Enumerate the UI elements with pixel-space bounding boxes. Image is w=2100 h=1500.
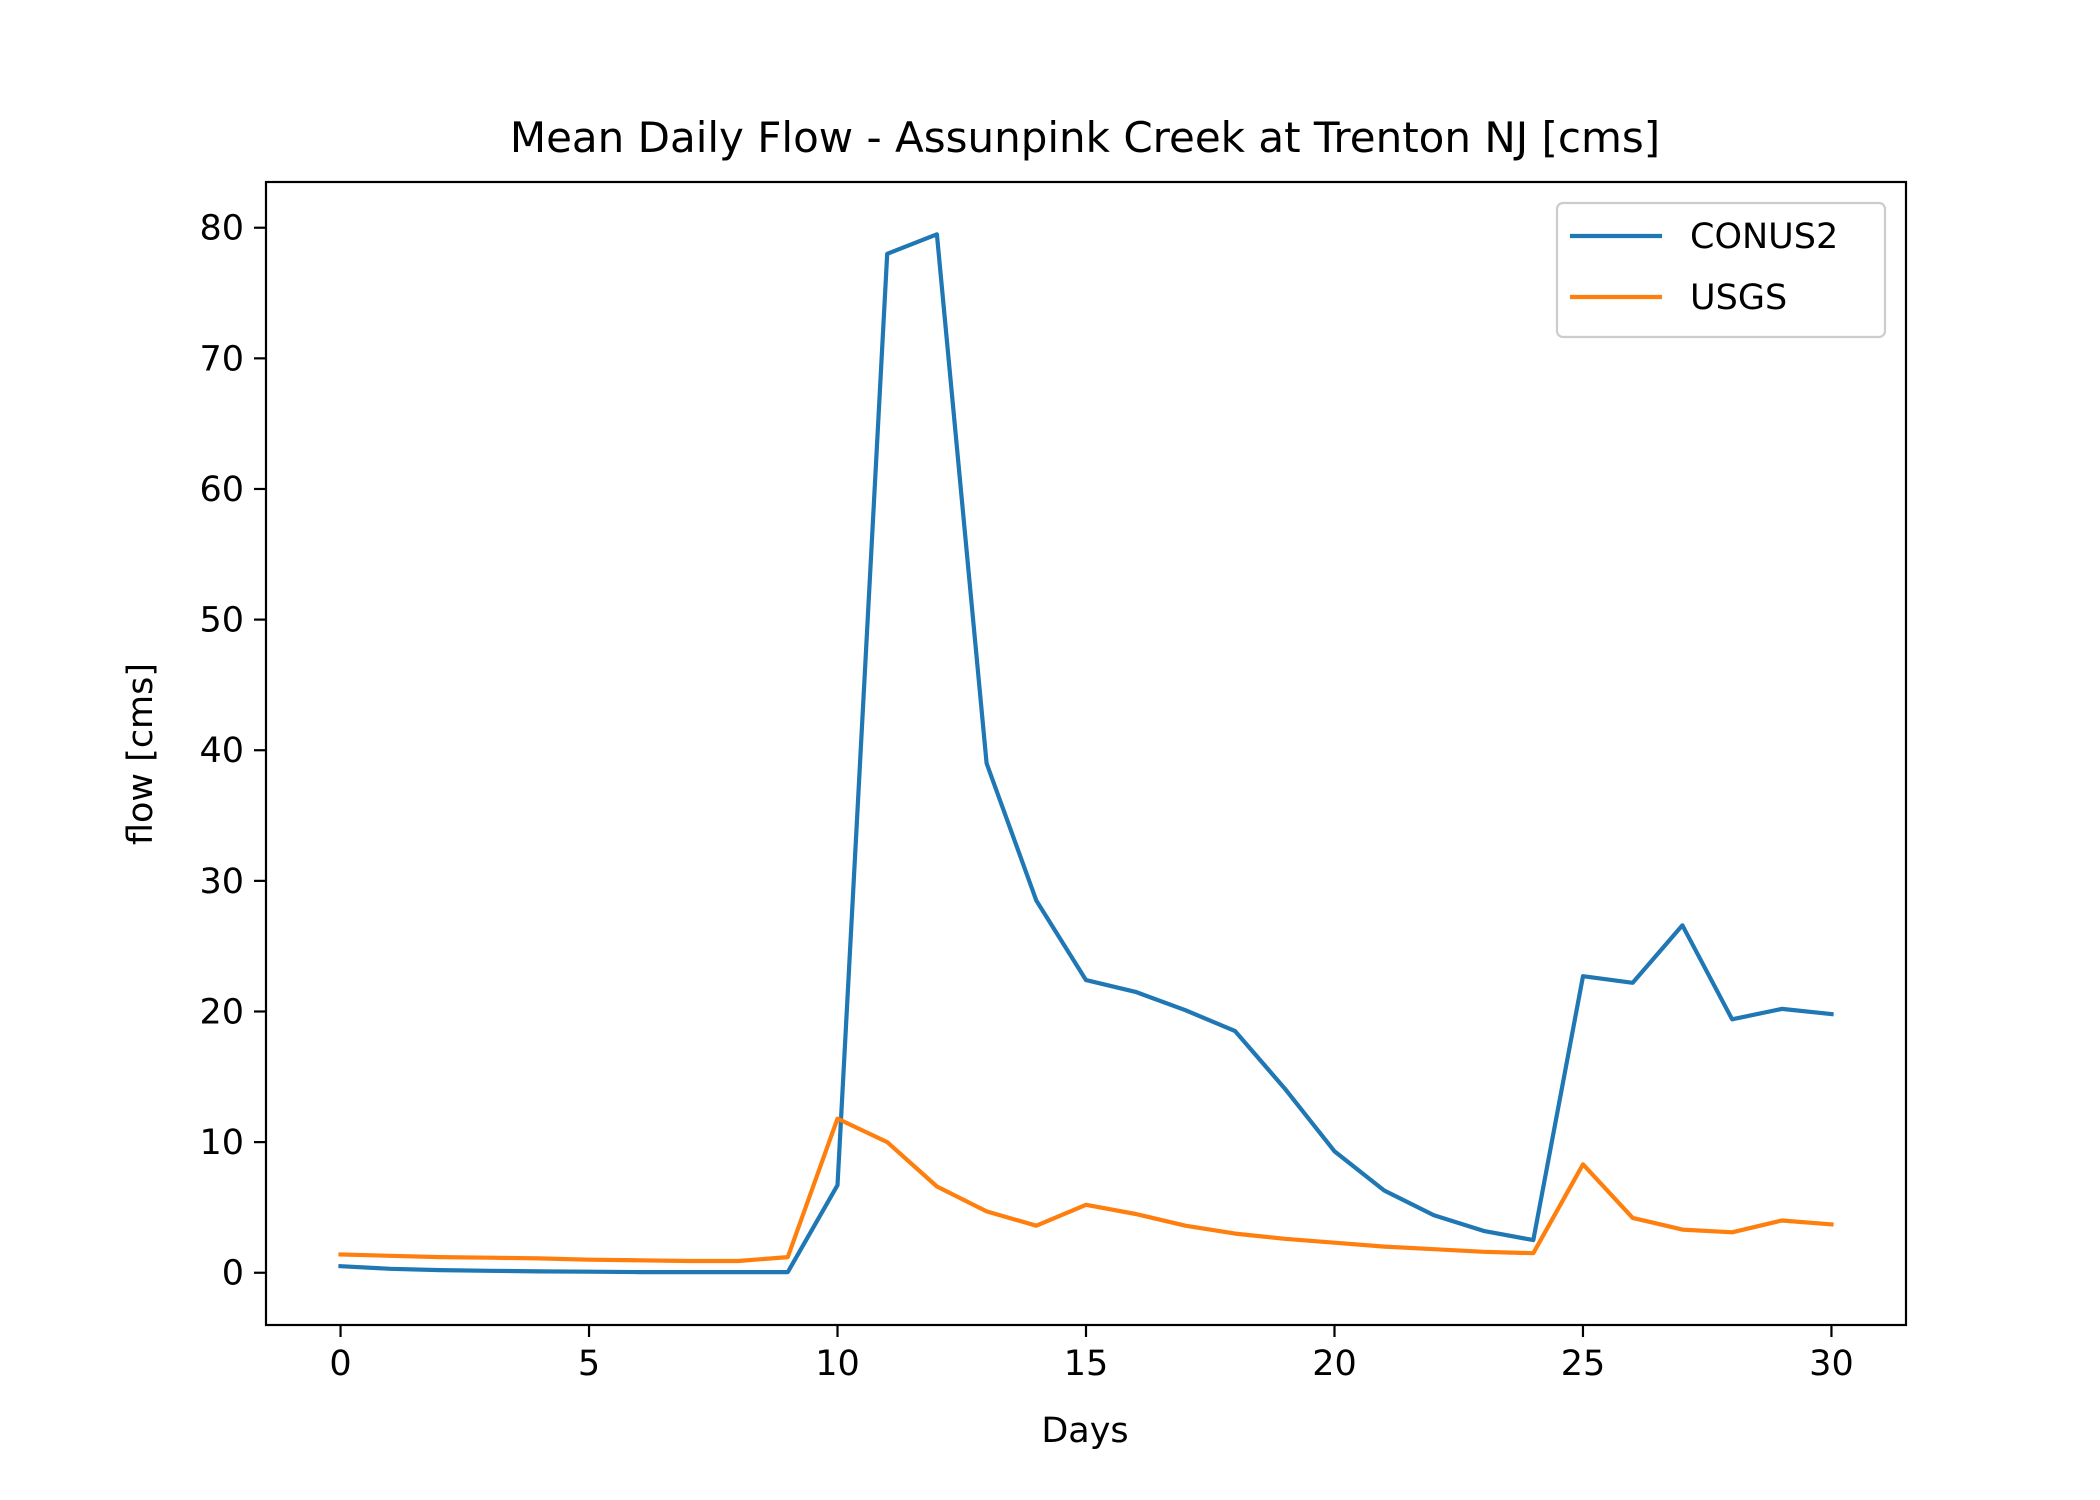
- y-tick-label: 50: [199, 601, 244, 641]
- x-tick-label: 10: [815, 1344, 860, 1384]
- y-tick-label: 40: [199, 731, 244, 771]
- series-lines: [338, 232, 1834, 1275]
- x-axis-label: Days: [1041, 1411, 1128, 1451]
- y-tick-label: 20: [199, 992, 244, 1032]
- plot-frame: [264, 180, 1908, 1327]
- y-tick-label: 60: [199, 470, 244, 510]
- y-tick-label: 0: [222, 1254, 244, 1294]
- y-tick-label: 10: [199, 1123, 244, 1163]
- chart-title: Mean Daily Flow - Assunpink Creek at Tre…: [510, 113, 1660, 162]
- y-tick-label: 70: [199, 339, 244, 379]
- legend-label-usgs: USGS: [1690, 278, 1787, 318]
- y-axis-label: flow [cms]: [121, 663, 161, 845]
- y-tick-label: 80: [199, 209, 244, 249]
- axis-ticks: 0 5 10 15 20 25 30 0 10 20 30 40 50 60 70 80: [199, 209, 1853, 1384]
- x-tick-label: 0: [329, 1344, 351, 1384]
- x-tick-label: 25: [1561, 1344, 1606, 1384]
- legend-label-conus2: CONUS2: [1690, 217, 1838, 257]
- x-tick-label: 15: [1064, 1344, 1109, 1384]
- series-line-conus2: [338, 232, 1834, 1275]
- legend: CONUS2 USGS: [1555, 201, 1887, 339]
- x-tick-label: 20: [1312, 1344, 1357, 1384]
- x-tick-label: 5: [578, 1344, 600, 1384]
- y-tick-label: 30: [199, 862, 244, 902]
- x-tick-label: 30: [1809, 1344, 1854, 1384]
- series-line-usgs: [338, 1116, 1834, 1264]
